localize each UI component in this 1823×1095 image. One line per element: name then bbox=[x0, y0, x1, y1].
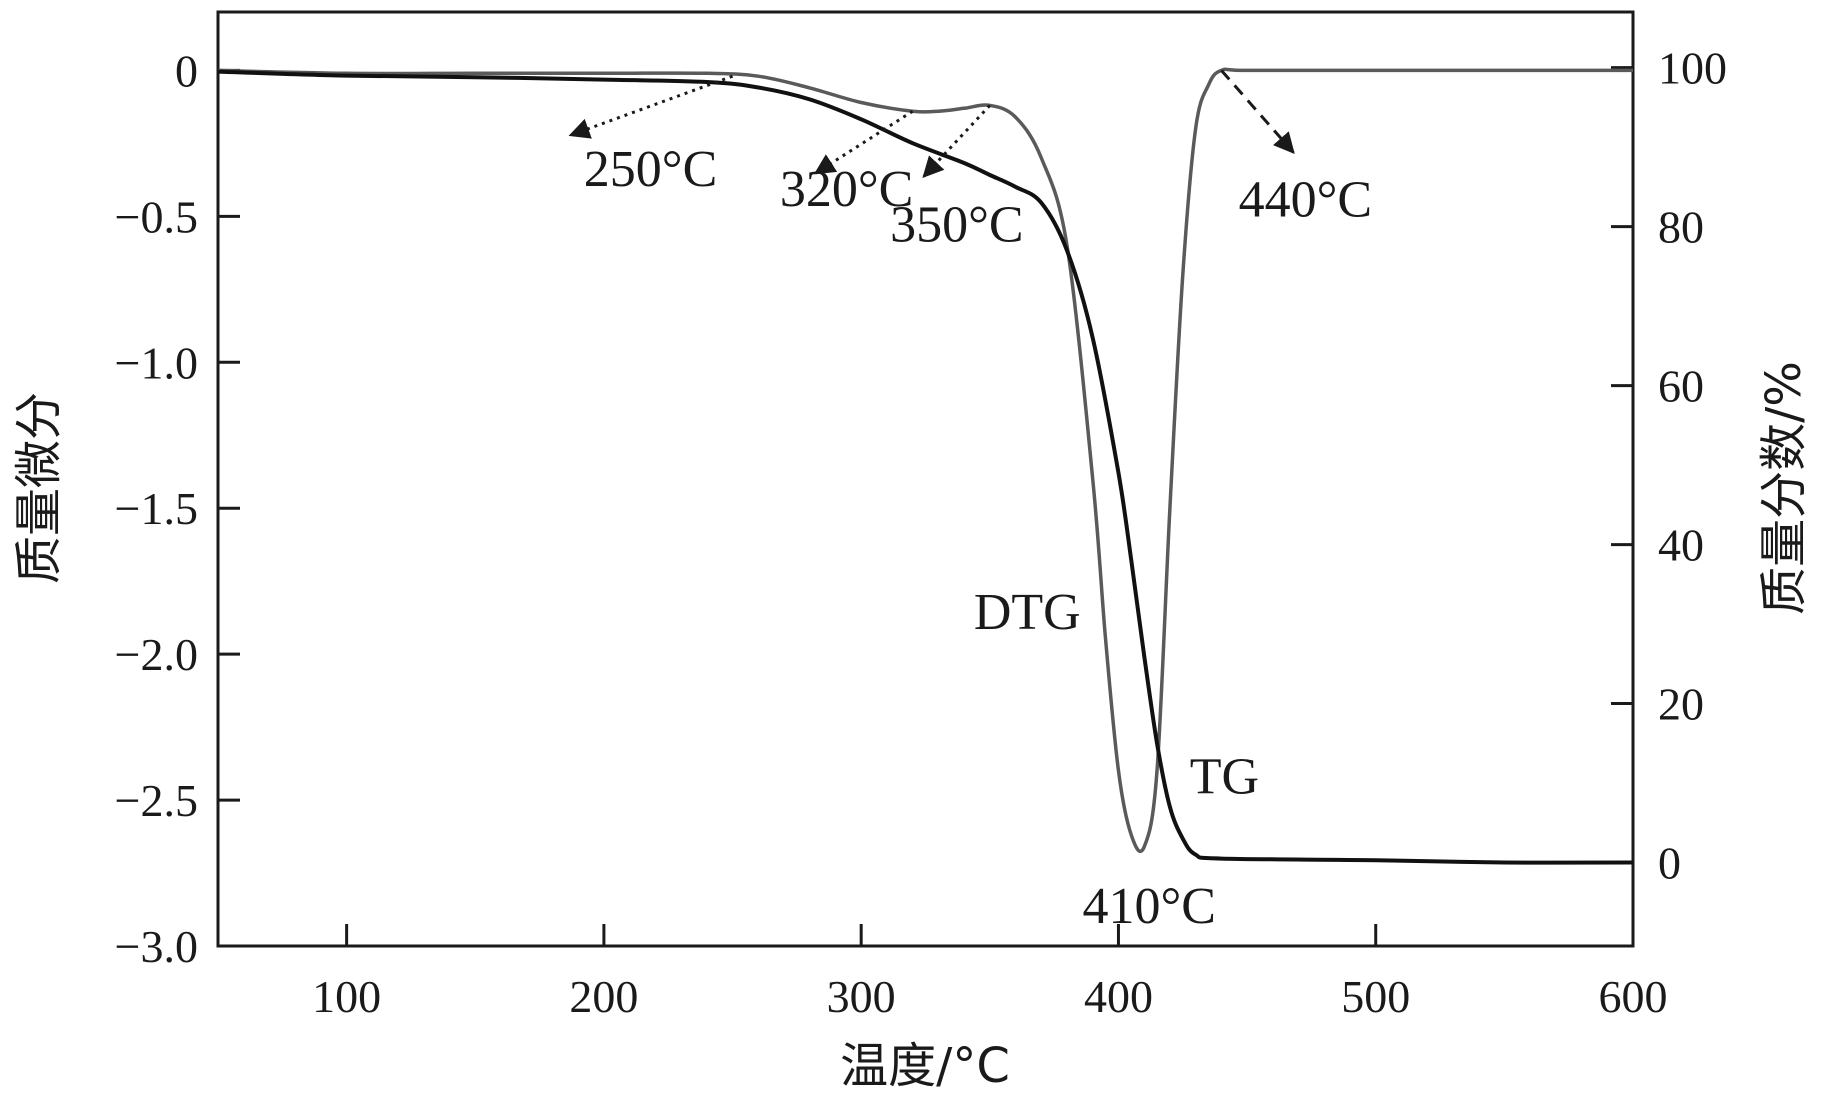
annotation-label: TG bbox=[1190, 749, 1259, 806]
y-right-tick-label: 60 bbox=[1658, 361, 1704, 412]
y-right-tick-label: 80 bbox=[1658, 202, 1704, 253]
x-tick-label: 300 bbox=[827, 971, 896, 1022]
y-right-tick-label: 100 bbox=[1658, 43, 1727, 94]
axis-ticks bbox=[218, 66, 1635, 948]
annotation-arrow bbox=[922, 104, 991, 178]
x-axis-title: 温度/°C bbox=[840, 1038, 1010, 1094]
annotation-label: 440°C bbox=[1239, 171, 1372, 228]
y-left-tick-label: −2.5 bbox=[115, 775, 198, 826]
series-line-dtg bbox=[217, 67, 1633, 854]
annotation-label: 350°C bbox=[890, 196, 1023, 253]
series-line-tg bbox=[217, 69, 1634, 865]
x-tick-label: 600 bbox=[1599, 971, 1668, 1022]
axis-tick-labels: 100 200 300 400 500 6000−0.5−1.0−1.5−2.0−2.5−… bbox=[115, 43, 1727, 1022]
chart-series bbox=[217, 67, 1634, 865]
x-tick-label: 500 bbox=[1341, 971, 1410, 1022]
y-left-tick-label: 0 bbox=[175, 45, 198, 96]
y-right-tick-label: 0 bbox=[1658, 838, 1681, 889]
annotation-label: 410°C bbox=[1082, 878, 1215, 935]
annotation-arrow bbox=[813, 109, 914, 175]
y-left-tick-label: −1.5 bbox=[115, 483, 198, 534]
y-left-tick-label: −2.0 bbox=[115, 629, 198, 680]
y-left-tick-label: −3.0 bbox=[115, 921, 198, 972]
y-right-tick-label: 40 bbox=[1658, 520, 1704, 571]
x-tick-label: 100 bbox=[312, 971, 381, 1022]
annotation-label: 250°C bbox=[584, 141, 717, 198]
annotation-arrow bbox=[1220, 69, 1295, 154]
x-tick-label: 400 bbox=[1084, 971, 1153, 1022]
y-left-tick-label: −0.5 bbox=[115, 191, 198, 242]
y-left-axis-title: 质量微分 bbox=[11, 392, 67, 584]
annotation-arrows bbox=[568, 69, 1295, 178]
annotation-arrow bbox=[568, 74, 734, 139]
plot-frame bbox=[216, 10, 1635, 948]
annotation-label: DTG bbox=[974, 584, 1081, 641]
annotation-label: 320°C bbox=[780, 161, 913, 218]
y-left-tick-label: −1.0 bbox=[115, 337, 198, 388]
y-right-axis-title: 质量分数/% bbox=[1756, 361, 1812, 615]
y-right-tick-label: 20 bbox=[1658, 679, 1704, 730]
x-tick-label: 200 bbox=[569, 971, 638, 1022]
